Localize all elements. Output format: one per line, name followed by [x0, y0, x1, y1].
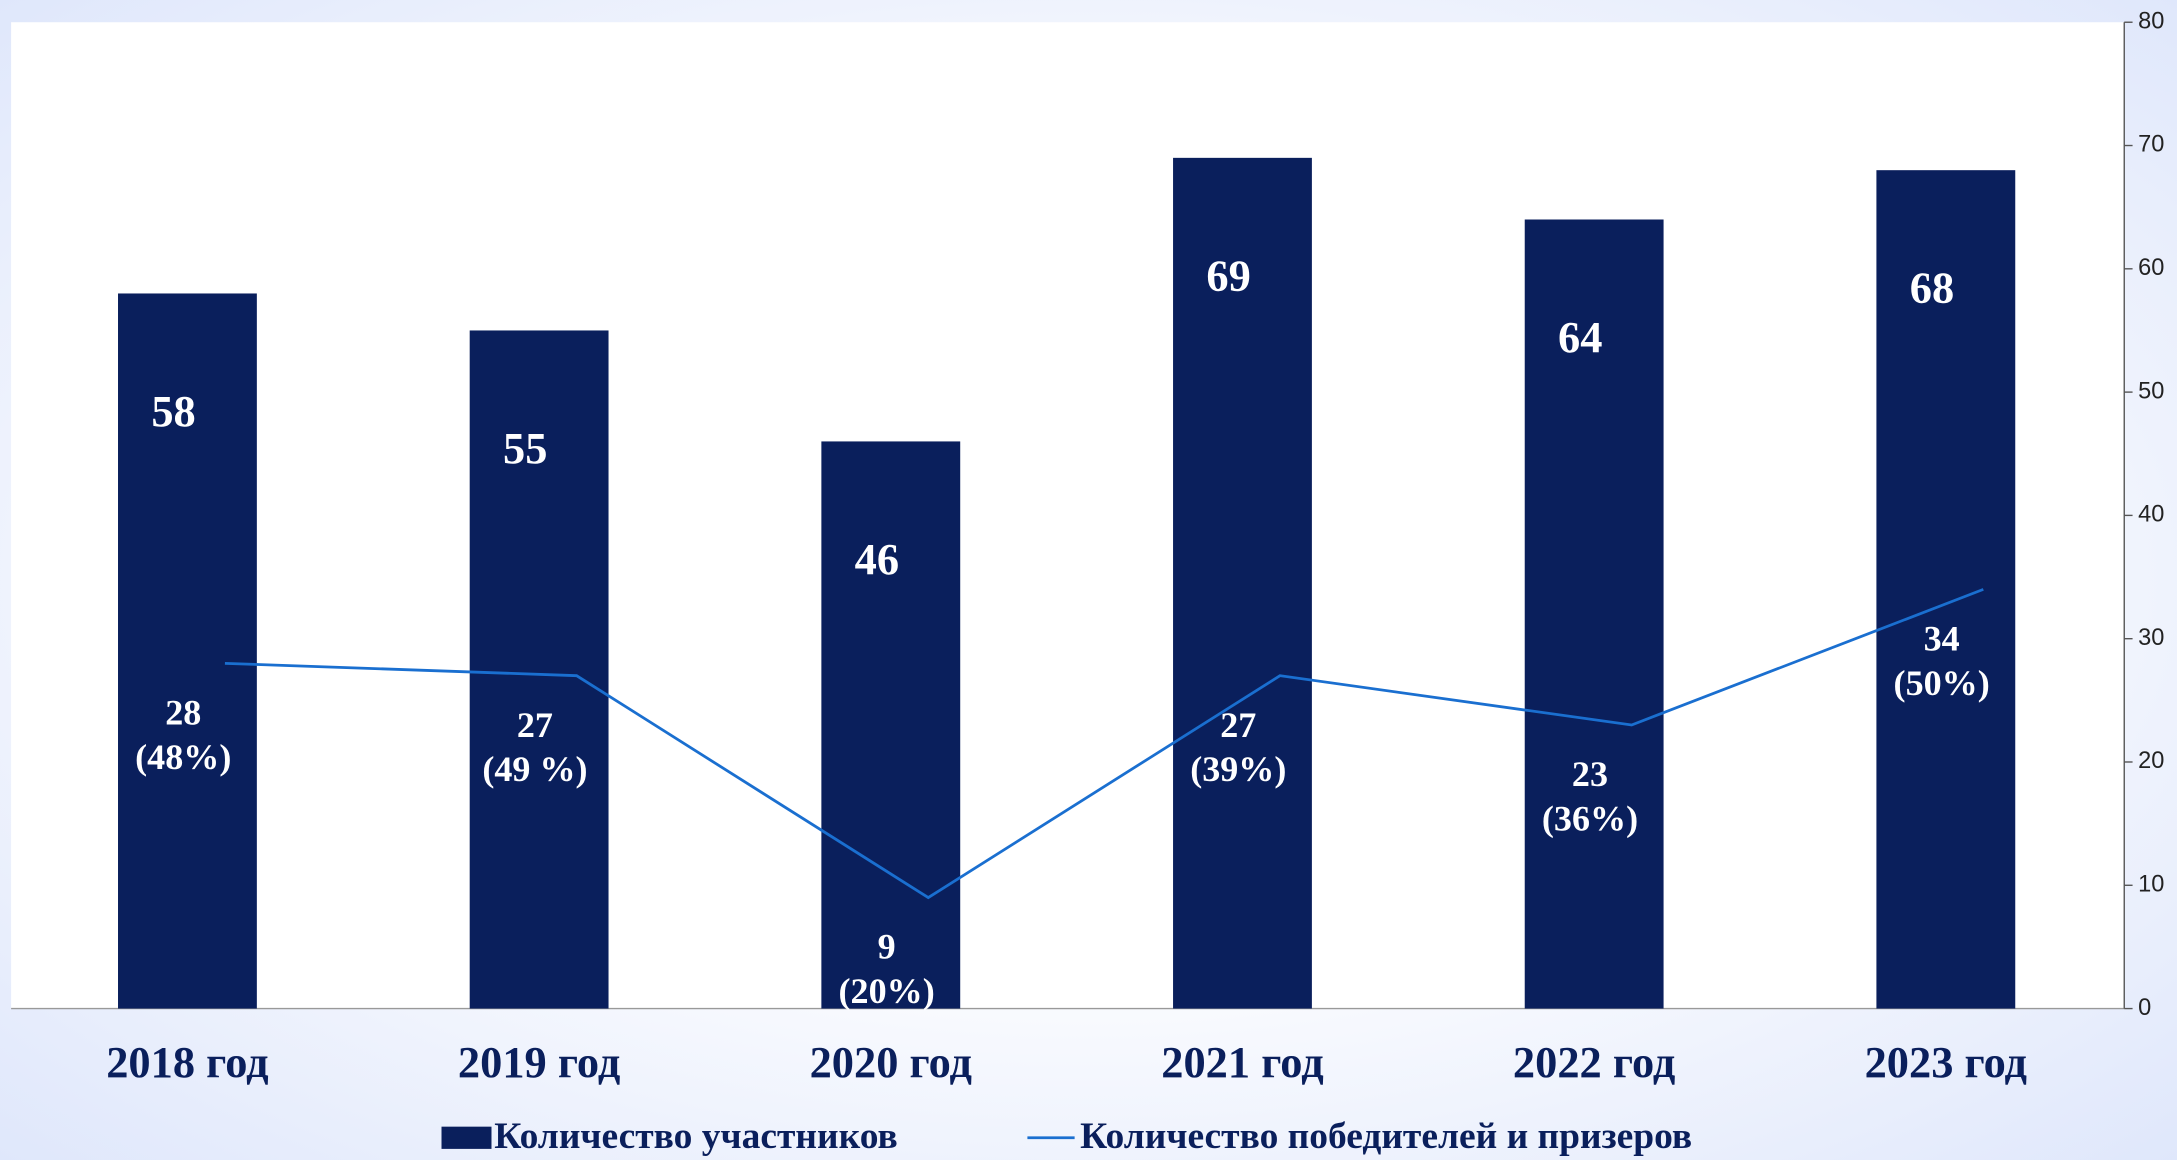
line-label: (49 %)	[482, 749, 587, 789]
x-tick-label: 2023 год	[1865, 1037, 2027, 1087]
y-tick-label: 0	[2138, 995, 2151, 1021]
x-tick-label: 2022 год	[1513, 1037, 1675, 1087]
x-tick-label: 2019 год	[458, 1037, 620, 1087]
bar-label: 64	[1558, 312, 1602, 362]
bar	[1876, 170, 2016, 1009]
line-label: 34	[1924, 618, 1960, 658]
y-tick-label: 30	[2138, 625, 2164, 651]
bar	[1524, 219, 1664, 1009]
line-label: (48%)	[135, 737, 231, 777]
y-tick-label: 50	[2138, 378, 2164, 404]
y-tick-label: 40	[2138, 502, 2164, 528]
bar	[1173, 157, 1312, 1009]
legend-label: Количество участников	[494, 1116, 897, 1157]
x-tick-label: 2021 год	[1161, 1037, 1323, 1087]
x-tick-label: 2018 год	[106, 1037, 268, 1087]
y-tick-label: 10	[2138, 872, 2164, 898]
line-label: 9	[878, 927, 896, 967]
bar	[118, 293, 257, 1009]
legend-swatch	[441, 1126, 492, 1149]
x-tick-label: 2020 год	[810, 1037, 972, 1087]
line-label: (39%)	[1190, 749, 1286, 789]
y-tick-label: 80	[2138, 8, 2164, 34]
line-label: (36%)	[1542, 799, 1638, 839]
y-tick-label: 70	[2138, 132, 2164, 158]
line-label: 28	[165, 692, 201, 732]
line-label: 27	[1220, 705, 1256, 745]
y-tick-label: 60	[2138, 255, 2164, 281]
bar	[821, 441, 961, 1009]
line	[224, 588, 1984, 900]
line-label: (20%)	[839, 971, 935, 1011]
legend-label: Количество победителей и призеров	[1080, 1116, 1692, 1157]
bar-label: 68	[1910, 263, 1954, 313]
bar	[469, 330, 609, 1009]
line-label: 27	[517, 705, 553, 745]
bar-label: 58	[151, 386, 195, 436]
line-label: (50%)	[1894, 663, 1990, 703]
line-label: 23	[1572, 754, 1608, 794]
bar-label: 55	[503, 423, 547, 473]
y-tick-label: 20	[2138, 748, 2164, 774]
bar-label: 69	[1206, 250, 1250, 300]
plot-area	[11, 22, 2125, 1009]
bar-label: 46	[855, 534, 899, 584]
